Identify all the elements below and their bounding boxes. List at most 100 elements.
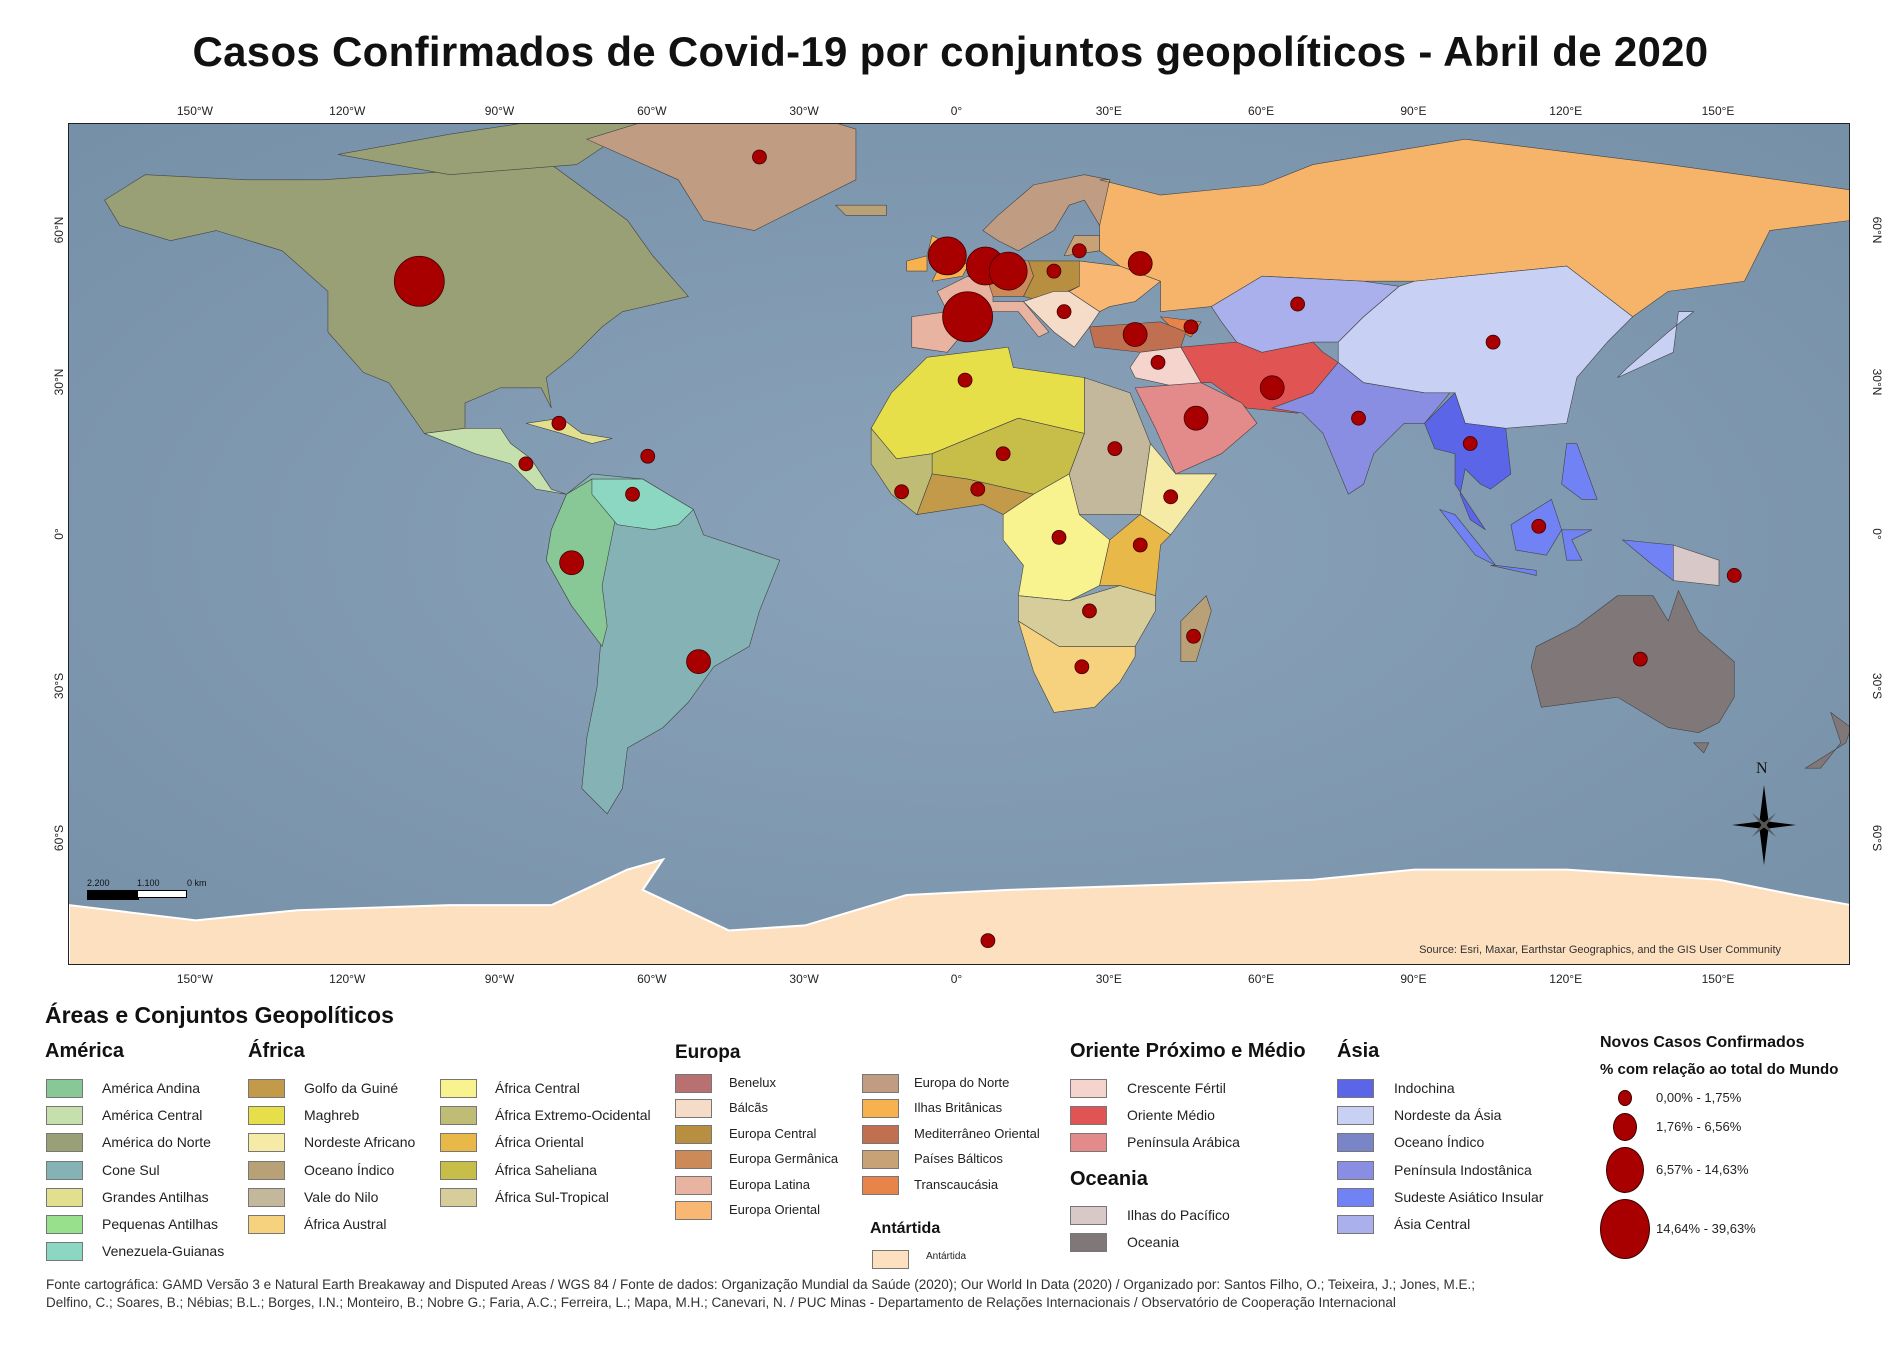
legend-label-africa: África Austral <box>304 1216 387 1232</box>
legend-swatch-europa <box>675 1124 712 1144</box>
legend-swatch-america <box>46 1215 83 1234</box>
cases-legend-label: 6,57% - 14,63% <box>1656 1162 1749 1177</box>
legend-label-africa: Golfo da Guiné <box>304 1080 399 1096</box>
legend-swatch-america <box>46 1133 83 1153</box>
legend-swatch-europa <box>862 1074 899 1093</box>
legend-swatch-europa <box>862 1124 899 1144</box>
legend-label-america: América Central <box>102 1107 203 1124</box>
case-bubble <box>1051 530 1067 545</box>
region-irlanda <box>906 255 928 272</box>
legend-swatch-africa <box>440 1079 477 1098</box>
legend-swatch-america <box>46 1106 83 1126</box>
region-australia <box>1530 589 1735 733</box>
compass-rose-icon <box>1732 785 1796 865</box>
case-bubble <box>1531 518 1547 534</box>
case-bubble <box>518 456 534 472</box>
legend-label-africa: África Sul-Tropical <box>495 1188 609 1205</box>
legend-label-africa: Oceano Índico <box>304 1161 395 1178</box>
legend-label-africa: Vale do Nilo <box>304 1188 379 1205</box>
legend-swatch-africa <box>440 1106 477 1126</box>
case-bubble <box>1132 537 1148 553</box>
case-bubbles <box>393 149 1742 949</box>
case-bubble <box>1082 603 1097 619</box>
top-lon-tick: 90°W <box>484 104 515 118</box>
legend-swatch-africa <box>248 1160 285 1180</box>
region-japao <box>1617 311 1695 378</box>
case-bubble <box>970 481 986 497</box>
legend-title: Áreas e Conjuntos Geopolíticos <box>45 1002 394 1028</box>
case-bubble <box>1046 263 1062 279</box>
legend-label-europa: Europa Germânica <box>729 1151 839 1167</box>
legend-swatch-europa <box>862 1150 899 1170</box>
top-lon-tick: 60°E <box>1248 104 1275 118</box>
scale-label-mid: 1.100 <box>137 878 160 888</box>
region-groenlandia <box>585 124 857 231</box>
bottom-lon-tick: 150°W <box>176 972 213 986</box>
region-ilhas-do-pacifico <box>1673 544 1720 586</box>
case-bubble <box>1462 436 1478 451</box>
case-bubble <box>1056 304 1072 320</box>
case-bubble <box>1186 628 1201 644</box>
legend-swatch-antartida <box>872 1250 909 1269</box>
case-bubble <box>1071 243 1087 259</box>
region-arctic-islands <box>338 124 639 176</box>
bottom-lon-tick: 30°E <box>1095 972 1122 986</box>
top-lon-tick: 0° <box>950 104 963 118</box>
right-lat-tick: 60°N <box>1870 216 1884 243</box>
region-sulawesi <box>1561 529 1593 561</box>
case-bubble <box>1632 651 1648 667</box>
top-lon-tick: 90°E <box>1400 104 1427 118</box>
legend-label-america: Pequenas Antilhas <box>102 1216 218 1232</box>
legend-swatch-africa <box>248 1133 285 1153</box>
right-lat-tick: 30°S <box>1870 672 1884 700</box>
legend-label-oriente: Oriente Médio <box>1127 1107 1215 1124</box>
legend-swatch-asia <box>1337 1215 1374 1234</box>
legend-label-europa: Transcaucásia <box>914 1176 999 1192</box>
right-lat-tick: 0° <box>1870 528 1884 540</box>
legend-label-africa: África Extremo-Ocidental <box>495 1107 651 1124</box>
left-lat-tick: 60°N <box>52 216 66 243</box>
region-madagascar-etc <box>834 204 887 216</box>
legend-swatch-europa <box>675 1201 712 1220</box>
case-bubble <box>957 372 973 388</box>
legend-label-europa: Mediterrâneo Oriental <box>914 1125 1040 1141</box>
case-bubble <box>1183 319 1199 335</box>
legend-swatch-africa <box>248 1106 285 1126</box>
legend-section-antartida: Antártida <box>870 1220 941 1237</box>
legend-label-asia: Península Indostânica <box>1394 1161 1532 1178</box>
legend-label-europa: Europa Central <box>729 1125 817 1141</box>
legend-label-antartida: Antártida <box>926 1251 967 1262</box>
case-bubble <box>942 291 993 343</box>
legend-swatch-oriente <box>1070 1133 1107 1153</box>
scale-label-zero: 0 km <box>187 878 207 888</box>
cases-legend-bubble <box>1606 1147 1644 1193</box>
scale-label-max: 2.200 <box>87 878 110 888</box>
legend-swatch-asia <box>1337 1160 1374 1180</box>
legend-swatch-europa <box>862 1099 899 1119</box>
legend-label-africa: Nordeste Africano <box>304 1134 416 1151</box>
legend-swatch-oriente <box>1070 1079 1107 1098</box>
region-peninsula-indostanica <box>1271 361 1451 495</box>
legend-label-africa: Maghreb <box>304 1107 360 1124</box>
case-bubble <box>686 649 711 675</box>
legend-label-europa: Europa Oriental <box>729 1202 821 1217</box>
legend-swatch-europa <box>675 1099 712 1119</box>
legend-swatch-oceania <box>1070 1233 1107 1253</box>
legend-swatch-africa <box>440 1133 477 1153</box>
legend-label-africa: África Oriental <box>495 1134 584 1151</box>
north-label: N <box>1756 760 1768 777</box>
legend-swatch-america <box>46 1079 83 1098</box>
legend-label-oriente: Península Arábica <box>1127 1134 1240 1151</box>
legend-swatch-america <box>46 1160 83 1180</box>
bottom-lon-tick: 60°E <box>1248 972 1275 986</box>
legend-label-europa: Europa Latina <box>729 1176 810 1192</box>
legend-label-africa: África Central <box>495 1080 580 1096</box>
case-bubble <box>1290 296 1305 312</box>
legend-section-america: América <box>45 1040 124 1062</box>
case-bubble <box>1726 568 1742 583</box>
cases-legend-label: 1,76% - 6,56% <box>1656 1119 1742 1134</box>
legend-label-asia: Ásia Central <box>1394 1216 1471 1232</box>
legend-label-america: América do Norte <box>102 1134 211 1151</box>
legend-section-africa: África <box>248 1040 305 1062</box>
bottom-lon-tick: 30°W <box>789 972 819 986</box>
